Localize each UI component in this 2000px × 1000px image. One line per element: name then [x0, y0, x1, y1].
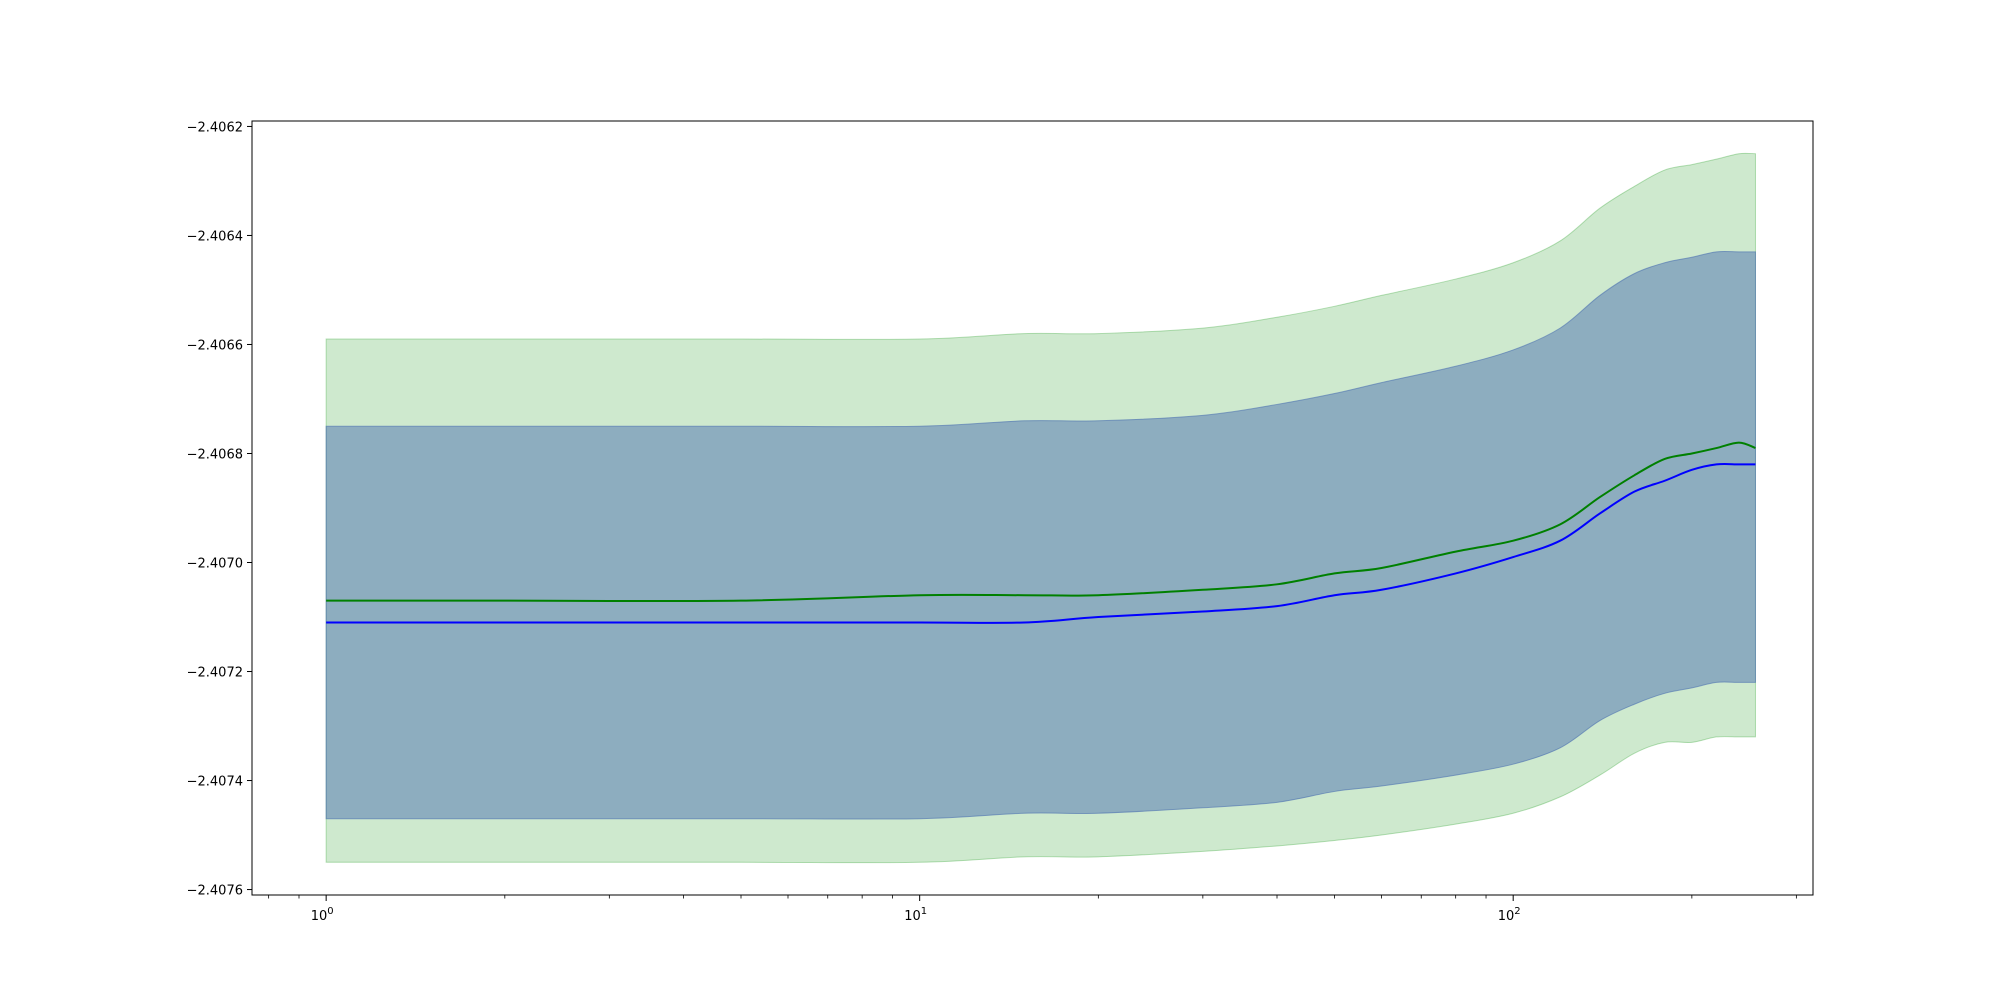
y-tick-label: −2.4068	[187, 447, 243, 462]
x-tick-exponent: 2	[1514, 906, 1520, 917]
confidence-band-1	[325, 250, 1756, 820]
x-tick-base: 10	[1498, 909, 1515, 924]
axes: −2.4062 −2.4064 −2.4066 −2.4068 −2.4070 −2.40…	[187, 120, 1814, 924]
x-tick-base: 10	[311, 909, 328, 924]
y-tick-label: −2.4064	[187, 229, 243, 244]
x-tick-exponent: 0	[327, 906, 333, 917]
y-tick-label: −2.4070	[187, 557, 243, 572]
y-tick-label: −2.4062	[187, 120, 243, 135]
y-tick-label: −2.4076	[187, 884, 243, 899]
x-tick-label: 101	[904, 906, 927, 924]
plot-area	[325, 152, 1756, 864]
y-tick-label: −2.4074	[187, 775, 243, 790]
y-tick-label: −2.4072	[187, 666, 243, 681]
series-line-0	[326, 441, 1756, 603]
x-tick-exponent: 1	[921, 906, 927, 917]
y-tick-label: −2.4066	[187, 338, 243, 353]
axes-frame	[251, 120, 1814, 896]
x-tick-base: 10	[904, 909, 921, 924]
series-line-1	[326, 462, 1756, 624]
x-tick-label: 102	[1498, 906, 1521, 924]
x-tick-label: 100	[311, 906, 334, 924]
